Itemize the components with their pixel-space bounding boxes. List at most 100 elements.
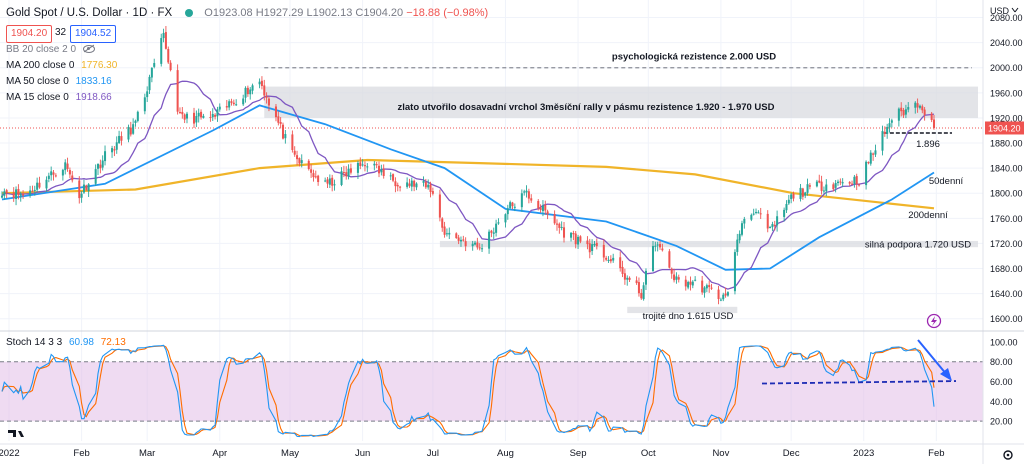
candle <box>164 26 167 50</box>
time-tick-label: Aug <box>497 448 514 459</box>
stoch-legend[interactable]: Stoch 14 3 3 60.98 72.13 <box>6 337 126 348</box>
candle <box>609 255 612 264</box>
price-tick-label: 1600.00 <box>990 314 1023 324</box>
chart-legend-header: Gold Spot / U.S. Dollar · 1D · FX O1923.… <box>6 7 488 19</box>
candle-body <box>736 239 739 252</box>
candle <box>621 260 624 278</box>
candle-body <box>78 180 81 199</box>
candle-body <box>87 184 90 192</box>
candle-body <box>274 106 277 118</box>
candle-body <box>33 189 36 191</box>
candle-body <box>792 193 795 199</box>
candle-body <box>17 188 20 196</box>
candle-body <box>668 251 671 268</box>
candle-body <box>890 120 893 123</box>
candle <box>509 200 512 209</box>
candle-body <box>769 227 772 229</box>
tradingview-logo-icon <box>8 430 24 437</box>
candle-body <box>176 70 179 112</box>
candle-body <box>66 163 69 169</box>
sell-price-box[interactable]: 1904.20 <box>6 25 53 43</box>
candle-body <box>506 208 509 215</box>
indicator-ma50[interactable]: MA 50 close 0 1833.16 <box>6 76 112 87</box>
candle <box>413 179 416 192</box>
market-status-icon <box>185 9 194 18</box>
candle-body <box>291 134 294 151</box>
candle <box>691 280 694 289</box>
candle-body <box>930 113 933 121</box>
buy-price-box[interactable]: 1904.52 <box>70 25 117 43</box>
indicator-bb[interactable]: BB 20 close 2 0 <box>6 44 95 55</box>
candle-body <box>218 106 221 110</box>
candle-body <box>361 164 364 166</box>
eye-hidden-icon[interactable] <box>82 45 95 54</box>
candle <box>710 283 713 290</box>
candle-body <box>719 299 722 301</box>
candle-body <box>296 155 299 160</box>
candle-body <box>410 180 413 187</box>
candle-body <box>872 153 875 155</box>
candle-body <box>399 186 402 188</box>
candle-body <box>71 175 74 181</box>
candle <box>661 243 664 252</box>
candle-body <box>724 293 727 296</box>
open-value: O1923.08 <box>204 7 253 19</box>
candle <box>921 104 924 114</box>
candle <box>808 183 811 190</box>
candle-body <box>242 98 245 105</box>
candle <box>148 74 151 94</box>
candle <box>527 188 530 204</box>
candle-body <box>881 131 884 151</box>
candle <box>703 286 706 298</box>
stoch-tick-label: 80.00 <box>990 357 1013 367</box>
candle <box>373 161 376 171</box>
candle-body <box>897 108 900 121</box>
candle-body <box>525 190 528 193</box>
candle-body <box>743 218 746 224</box>
candle-body <box>755 211 758 213</box>
candle <box>570 231 573 242</box>
candle-body <box>326 179 329 184</box>
candle-body <box>504 214 507 223</box>
candle <box>792 191 795 202</box>
candle <box>832 182 835 192</box>
candle-body <box>424 182 427 188</box>
candle-body <box>267 98 270 106</box>
symbol-title[interactable]: Gold Spot / U.S. Dollar · 1D · FX <box>6 7 173 19</box>
candle-body <box>47 175 50 179</box>
candle <box>726 291 729 297</box>
candle-body <box>637 282 640 294</box>
candle-body <box>136 111 139 121</box>
candle <box>54 173 57 178</box>
change-value: −18.88 (−0.98%) <box>406 7 489 19</box>
candle <box>799 183 802 202</box>
indicator-ma15[interactable]: MA 15 close 0 1918.66 <box>6 92 112 103</box>
alert-bolt-icon <box>931 316 937 326</box>
candle <box>310 164 313 178</box>
candle-body <box>68 170 71 175</box>
candle <box>71 171 74 183</box>
candle-body <box>806 184 809 193</box>
candle-body <box>923 109 926 115</box>
candle <box>230 98 233 106</box>
indicator-ma200[interactable]: MA 200 close 0 1776.30 <box>6 60 117 71</box>
candle <box>424 178 427 189</box>
candle <box>462 235 465 242</box>
candle <box>459 236 462 247</box>
candle <box>127 124 130 143</box>
candle-body <box>644 270 647 285</box>
candle <box>228 99 231 111</box>
candle <box>211 108 214 122</box>
candle-body <box>869 152 872 164</box>
candle <box>359 157 362 170</box>
candle-body <box>281 124 285 139</box>
candle <box>743 216 746 229</box>
ma50-label-anno: 50denní <box>929 176 964 187</box>
candle-body <box>642 285 645 300</box>
candle <box>673 268 676 283</box>
candle-body <box>523 191 526 193</box>
candle <box>705 283 708 293</box>
candle-body <box>593 243 596 246</box>
candle-body <box>415 183 418 188</box>
